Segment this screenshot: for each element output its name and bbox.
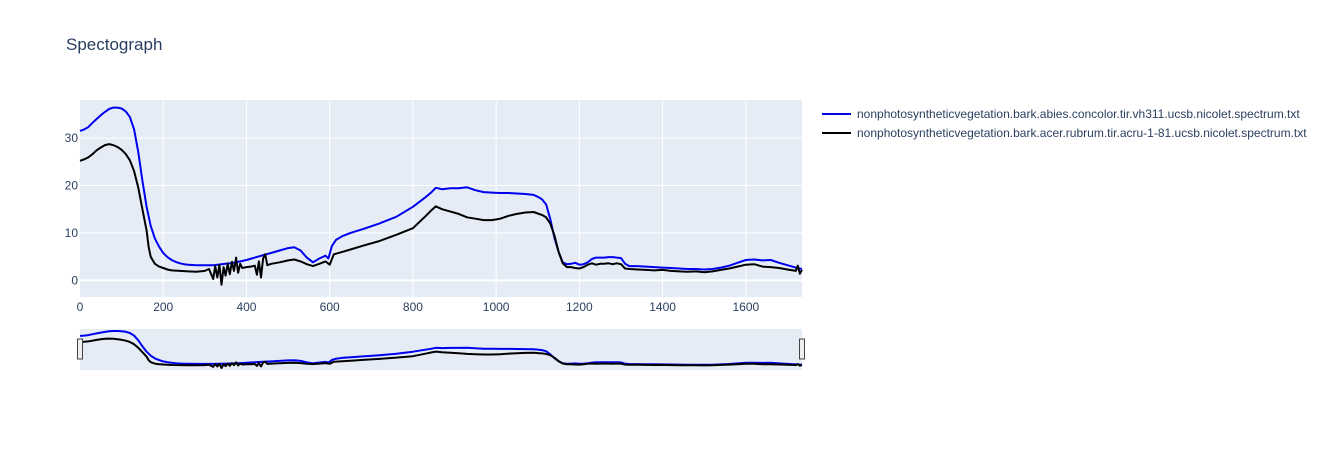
range-slider-line-2 <box>79 337 803 369</box>
x-tick-label: 1600 <box>732 300 759 314</box>
plot-area <box>80 100 802 297</box>
y-tick-label: 0 <box>71 273 78 287</box>
x-tick-label: 1400 <box>649 300 676 314</box>
chart-title: Spectograph <box>66 35 162 54</box>
legend-item-1[interactable]: nonphotosyntheticvegetation.bark.abies.c… <box>822 107 1300 121</box>
x-tick-label: 1000 <box>483 300 510 314</box>
y-tick-label: 20 <box>65 178 79 192</box>
y-axis-ticks: 0 10 20 30 <box>65 131 79 287</box>
legend[interactable]: nonphotosyntheticvegetation.bark.abies.c… <box>822 107 1307 140</box>
x-tick-label: 600 <box>320 300 340 314</box>
range-slider-traces <box>79 330 803 369</box>
grid-layer <box>80 100 802 297</box>
x-axis-ticks: 0 200 400 600 800 1000 1200 1400 1600 <box>77 300 760 314</box>
x-tick-label: 200 <box>153 300 173 314</box>
traces-layer <box>79 106 803 286</box>
y-tick-label: 10 <box>65 226 79 240</box>
x-tick-label: 400 <box>236 300 256 314</box>
range-slider-left-handle[interactable] <box>77 338 83 360</box>
series-line-1 <box>79 106 803 271</box>
range-slider-right-handle[interactable] <box>799 338 805 360</box>
range-slider[interactable] <box>77 329 805 370</box>
series-line-2 <box>79 143 803 286</box>
legend-label: nonphotosyntheticvegetation.bark.acer.ru… <box>857 126 1307 140</box>
x-tick-label: 0 <box>77 300 84 314</box>
legend-item-2[interactable]: nonphotosyntheticvegetation.bark.acer.ru… <box>822 126 1307 140</box>
x-tick-label: 800 <box>403 300 423 314</box>
x-tick-label: 1200 <box>566 300 593 314</box>
y-tick-label: 30 <box>65 131 79 145</box>
legend-label: nonphotosyntheticvegetation.bark.abies.c… <box>857 107 1300 121</box>
